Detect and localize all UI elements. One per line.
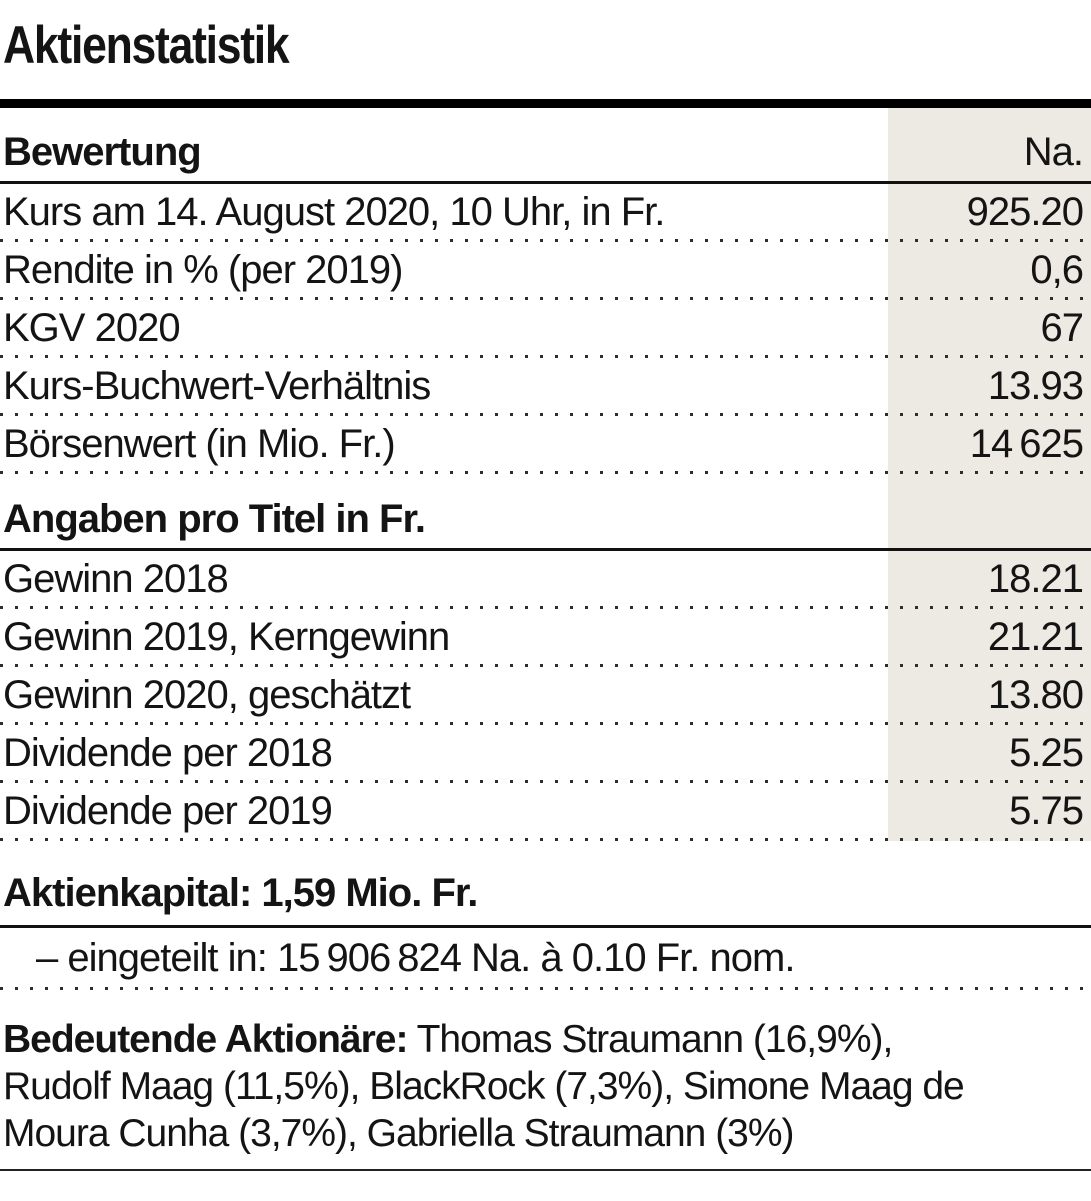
row-label: Gewinn 2019, Kerngewinn <box>3 615 450 660</box>
row-label: Kurs am 14. August 2020, 10 Uhr, in Fr. <box>3 190 665 235</box>
value-column-header: Na. <box>888 107 1091 181</box>
top-rule <box>0 98 1091 108</box>
share-capital-section: Aktienkapital: 1,59 Mio. Fr. – eingeteil… <box>0 871 1091 990</box>
row-value: 5.25 <box>888 724 1091 783</box>
shareholders-line: Bedeutende Aktionäre: Thomas Straumann (… <box>3 1016 1091 1063</box>
table-row: Kurs am 14. August 2020, 10 Uhr, in Fr. … <box>0 183 1091 242</box>
share-capital-heading: Aktienkapital: 1,59 Mio. Fr. <box>0 871 1091 928</box>
row-value: 18.21 <box>888 550 1091 609</box>
row-label: Kurs-Buchwert-Verhältnis <box>3 364 431 409</box>
table-section-row: Angaben pro Titel in Fr. <box>0 473 1091 551</box>
row-label: Gewinn 2018 <box>3 557 229 602</box>
table-row: Dividende per 2019 5.75 <box>0 782 1091 841</box>
row-label: Rendite in % (per 2019) <box>3 248 403 293</box>
table-row: Dividende per 2018 5.25 <box>0 724 1091 783</box>
row-label: KGV 2020 <box>3 306 181 351</box>
statistics-table: Bewertung Na. Kurs am 14. August 2020, 1… <box>0 107 1091 841</box>
section-header-bewertung: Bewertung <box>3 129 202 174</box>
row-label: Dividende per 2018 <box>3 731 333 776</box>
row-label: Gewinn 2020, geschätzt <box>3 673 411 718</box>
row-value: 5.75 <box>888 782 1091 841</box>
shareholders-text: Thomas Straumann (16,9%), <box>407 1017 894 1061</box>
row-value: 0,6 <box>888 241 1091 300</box>
section-header-angaben: Angaben pro Titel in Fr. <box>3 496 426 541</box>
table-row: Kurs-Buchwert-Verhältnis 13.93 <box>0 357 1091 416</box>
table-row: Börsenwert (in Mio. Fr.) 14 625 <box>0 415 1091 474</box>
row-label: Börsenwert (in Mio. Fr.) <box>3 422 396 467</box>
row-value: 21.21 <box>888 608 1091 667</box>
share-capital-detail: – eingeteilt in: 15 906 824 Na. à 0.10 F… <box>0 928 1091 990</box>
table-header-row: Bewertung Na. <box>0 107 1091 184</box>
row-value: 13.93 <box>888 357 1091 416</box>
table-row: Gewinn 2019, Kerngewinn 21.21 <box>0 608 1091 667</box>
major-shareholders-section: Bedeutende Aktionäre: Thomas Straumann (… <box>0 1016 1091 1171</box>
row-value: 925.20 <box>888 183 1091 242</box>
value-column-spacer <box>888 473 1091 548</box>
shareholders-label: Bedeutende Aktionäre: <box>3 1017 408 1061</box>
row-label: Dividende per 2019 <box>3 789 333 834</box>
table-row: Gewinn 2020, geschätzt 13.80 <box>0 666 1091 725</box>
row-value: 14 625 <box>888 415 1091 474</box>
shareholders-line: Moura Cunha (3,7%), Gabriella Straumann … <box>3 1111 795 1155</box>
page-title: Aktienstatistik <box>3 16 290 75</box>
shareholders-line: Rudolf Maag (11,5%), BlackRock (7,3%), S… <box>3 1064 965 1108</box>
table-row: Gewinn 2018 18.21 <box>0 550 1091 609</box>
row-value: 13.80 <box>888 666 1091 725</box>
table-row: KGV 2020 67 <box>0 299 1091 358</box>
row-value: 67 <box>888 299 1091 358</box>
table-row: Rendite in % (per 2019) 0,6 <box>0 241 1091 300</box>
